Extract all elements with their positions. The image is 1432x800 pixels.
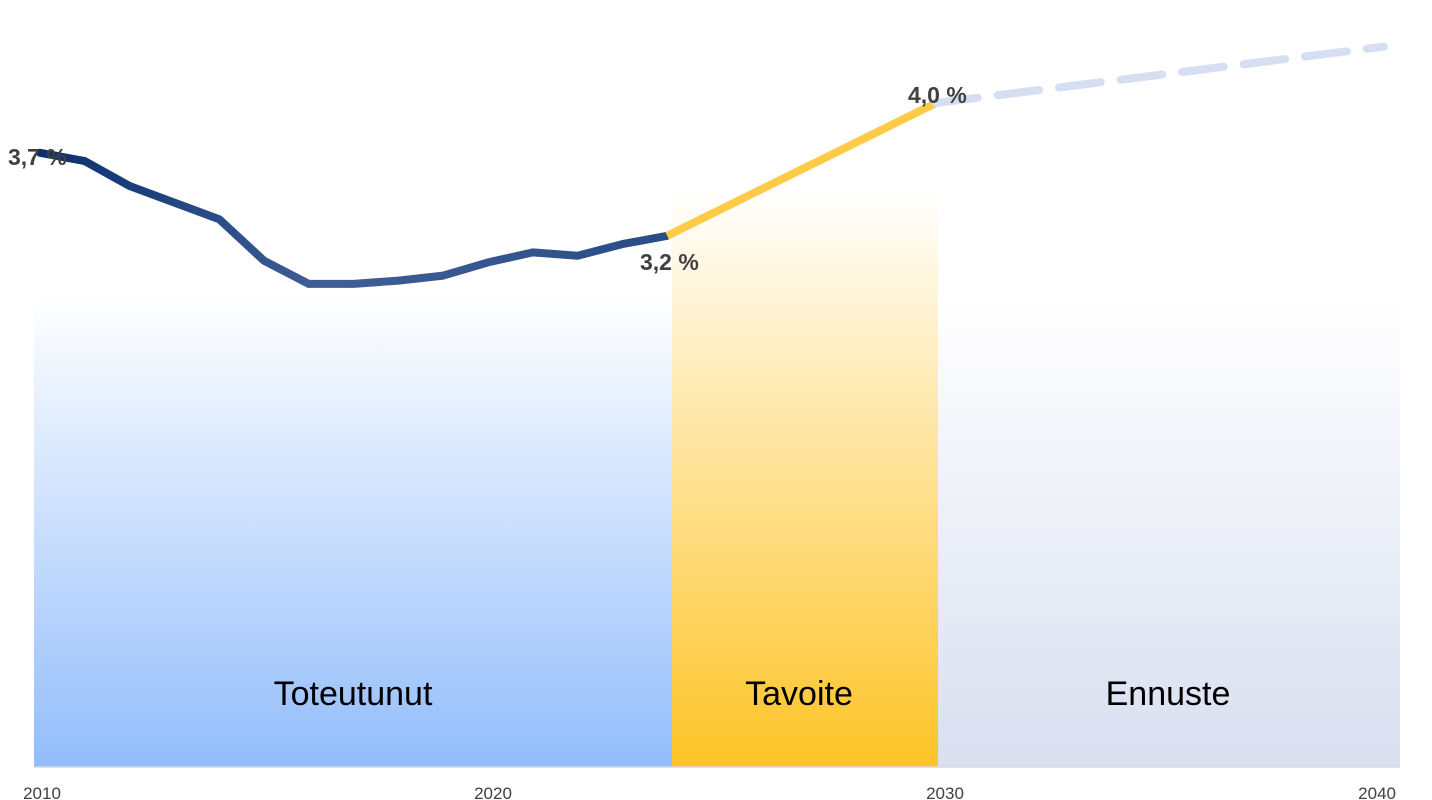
series-actual-line bbox=[36, 148, 672, 288]
series-target-line bbox=[665, 99, 938, 240]
annotation-2010-value: 3,7 % bbox=[8, 144, 67, 170]
series-forecast-line bbox=[932, 42, 1388, 107]
zone-ennuste-band bbox=[938, 297, 1400, 767]
annotation-2024-value: 3,2 % bbox=[640, 249, 699, 275]
x-tick-2040: 2040 bbox=[1358, 784, 1396, 800]
x-tick-2030: 2030 bbox=[926, 784, 964, 800]
x-tick-2010: 2010 bbox=[23, 784, 61, 800]
zone-label-ennuste: Ennuste bbox=[1106, 675, 1231, 713]
zone-label-toteutunut: Toteutunut bbox=[274, 675, 433, 713]
zone-toteutunut-band bbox=[34, 297, 672, 767]
zone-label-tavoite: Tavoite bbox=[745, 675, 853, 713]
x-tick-2020: 2020 bbox=[474, 784, 512, 800]
annotation-2030-value: 4,0 % bbox=[908, 82, 967, 108]
zone-tavoite-band bbox=[672, 190, 938, 767]
